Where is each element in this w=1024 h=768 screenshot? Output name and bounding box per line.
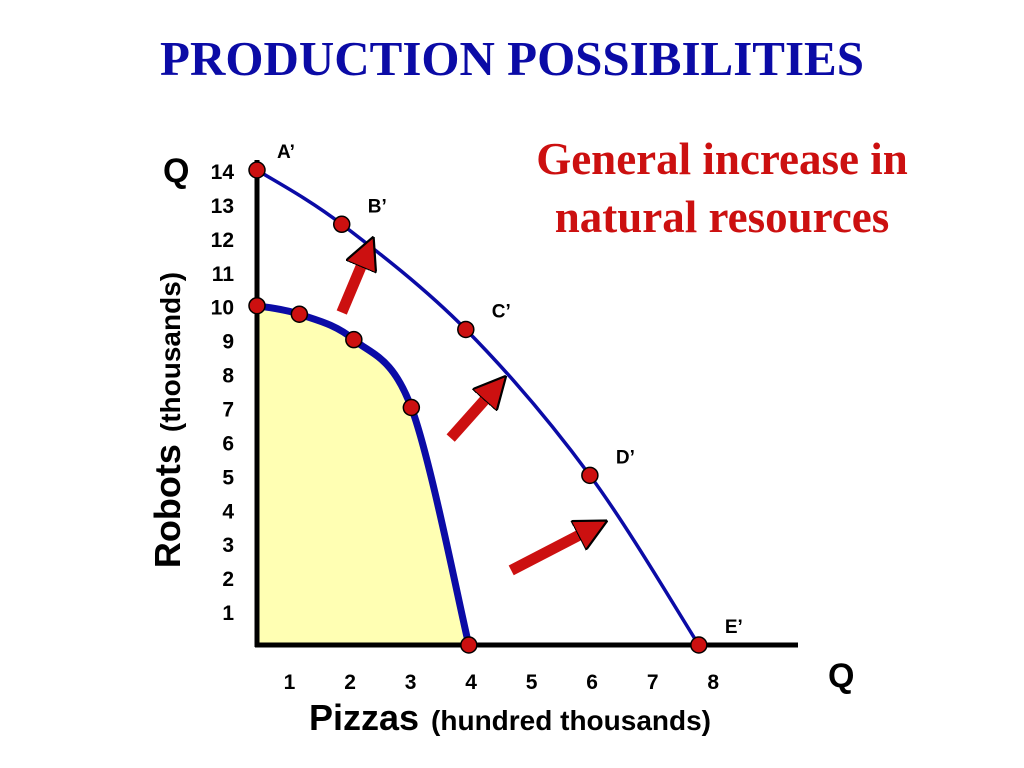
x-tick-label-6: 6	[586, 671, 598, 694]
ppf-point-1-5	[460, 636, 478, 654]
y-axis-label: Robots (thousands)	[147, 272, 188, 568]
x-tick-label-2: 2	[344, 671, 356, 694]
y-tick-label-8: 8	[222, 365, 234, 388]
y-tick-label-7: 7	[222, 399, 234, 422]
ppf-point-2-4	[581, 466, 599, 485]
y-tick-label-6: 6	[222, 432, 234, 455]
ppf-curve-2	[256, 168, 701, 646]
y-tick-label-1: 1	[222, 602, 234, 625]
page-title: PRODUCTION POSSIBILITIES	[160, 31, 864, 86]
x-tick-label-1: 1	[284, 671, 296, 694]
subtitle-line-2: natural resources	[554, 192, 890, 242]
x-axis-label-unit: (hundred thousands)	[431, 705, 711, 736]
ppf-point-1-3	[345, 330, 363, 349]
y-tick-label-9: 9	[222, 331, 234, 354]
shift-arrow-3	[508, 530, 590, 576]
ppf-point-2-1	[248, 161, 266, 179]
subtitle-line-1: General increase in	[536, 134, 908, 184]
y-tick-label-12: 12	[211, 229, 234, 252]
y-tick-label-11: 11	[212, 263, 235, 286]
ppf-point-1-2	[290, 305, 309, 323]
y-tick-label-13: 13	[211, 195, 234, 218]
x-axis-q-label: Q	[828, 657, 854, 695]
ppf-point-2-5	[690, 636, 708, 654]
y-axis-label-main: Robots	[147, 444, 188, 568]
x-tick-label-7: 7	[647, 671, 659, 694]
y-tick-label-5: 5	[222, 466, 234, 489]
chart-subtitle: General increase in natural resources	[462, 130, 982, 246]
ppf-point-2-2	[332, 215, 351, 234]
shift-arrow-1	[336, 255, 366, 315]
x-tick-label-8: 8	[707, 671, 719, 694]
ppf-area-1	[257, 305, 469, 645]
y-tick-label-14: 14	[211, 161, 235, 184]
x-tick-label-5: 5	[526, 671, 538, 694]
y-tick-label-4: 4	[222, 500, 234, 523]
point-label-a: A’	[277, 142, 295, 163]
x-axis-label: Pizzas (hundred thousands)	[309, 697, 711, 738]
point-label-c: C’	[492, 301, 511, 322]
y-tick-label-3: 3	[222, 534, 234, 557]
y-tick-label-2: 2	[222, 568, 234, 591]
x-tick-label-3: 3	[405, 671, 417, 694]
x-tick-label-4: 4	[465, 671, 477, 694]
point-label-e: E’	[725, 617, 743, 638]
point-label-d: D’	[616, 447, 635, 468]
y-axis-label-unit: (thousands)	[155, 272, 186, 432]
shift-arrow-2	[446, 391, 493, 442]
ppf-point-2-3	[457, 320, 475, 339]
ppf-point-1-1	[248, 296, 266, 315]
point-label-b: B’	[368, 196, 387, 217]
ppf-point-1-4	[402, 398, 421, 417]
x-axis-label-main: Pizzas	[309, 697, 419, 738]
y-tick-label-10: 10	[211, 297, 234, 320]
y-axis-q-label: Q	[163, 152, 189, 190]
